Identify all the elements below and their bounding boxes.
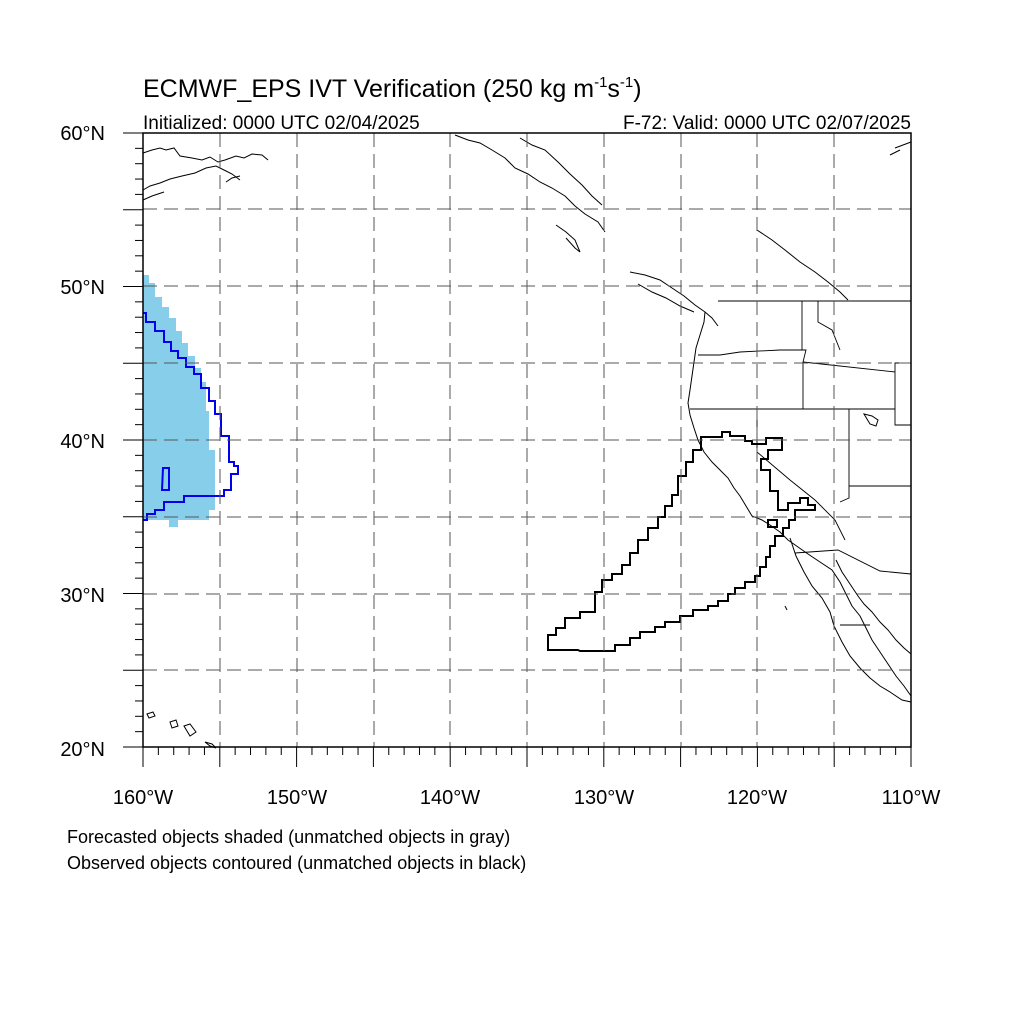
observed-object-matched-hole bbox=[160, 467, 170, 491]
graticule bbox=[143, 133, 911, 747]
lat-label-20n: 20°N bbox=[60, 739, 105, 761]
observed-object-unmatched-contour bbox=[547, 431, 816, 652]
footnote-observed: Observed objects contoured (unmatched ob… bbox=[67, 853, 526, 873]
footnote-forecast: Forecasted objects shaded (unmatched obj… bbox=[67, 827, 510, 847]
map-title: ECMWF_EPS IVT Verification (250 kg m-1s-… bbox=[143, 74, 642, 103]
political-boundaries bbox=[690, 300, 912, 626]
init-time-label: Initialized: 0000 UTC 02/04/2025 bbox=[143, 113, 420, 134]
lon-label-130w: 130°W bbox=[574, 787, 634, 809]
lat-label-40n: 40°N bbox=[60, 431, 105, 453]
valid-time-label: F-72: Valid: 0000 UTC 02/07/2025 bbox=[623, 113, 911, 134]
axis-ticks bbox=[123, 132, 912, 767]
lon-label-110w: 110°W bbox=[882, 787, 941, 809]
lon-label-140w: 140°W bbox=[420, 787, 480, 809]
observed-object-unmatched-small bbox=[767, 519, 778, 528]
forecast-object-shaded bbox=[143, 275, 215, 527]
observed-object-matched-contour bbox=[143, 312, 239, 521]
lon-label-150w: 150°W bbox=[267, 787, 327, 809]
lat-label-60n: 60°N bbox=[60, 123, 105, 145]
lat-label-30n: 30°N bbox=[60, 585, 105, 607]
lon-label-160w: 160°W bbox=[113, 787, 173, 809]
lat-label-50n: 50°N bbox=[60, 277, 105, 299]
lon-label-120w: 120°W bbox=[727, 787, 787, 809]
coastlines bbox=[142, 134, 912, 749]
